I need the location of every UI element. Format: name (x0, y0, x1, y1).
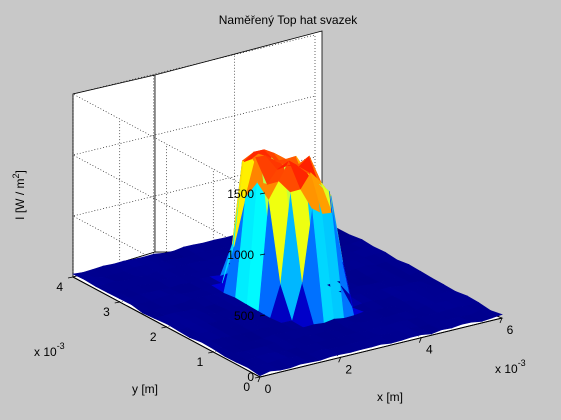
z-tick-label: 500 (234, 309, 254, 323)
z-tick (259, 253, 266, 256)
chart-title: Naměřený Top hat svazek (219, 13, 359, 27)
surface-facet (479, 310, 503, 319)
y-tick (67, 276, 74, 279)
surface-mesh (72, 149, 503, 377)
front-edge-y-axis (72, 276, 261, 378)
y-tick-label: 1 (197, 355, 204, 369)
y-axis-label: y [m] (132, 382, 158, 396)
z-gridline (72, 34, 316, 195)
x-tick (257, 376, 261, 383)
y-tick-label: 4 (56, 280, 63, 294)
x-tick-label: 0 (265, 382, 272, 396)
y-tick (114, 301, 120, 304)
z-gridline (72, 95, 316, 256)
y-tick-label: 0 (243, 380, 250, 394)
x-tick-label: 4 (426, 343, 433, 357)
y-axis-multiplier: x 10-3 (34, 341, 65, 359)
back-wall-left (72, 74, 156, 278)
x-axis-multiplier: x 10-3 (495, 358, 526, 376)
x-tick (338, 357, 342, 363)
x-axis-label: x [m] (377, 390, 403, 404)
y-tick-label: 3 (103, 305, 110, 319)
z-axis-label: I [W / m2] (11, 170, 27, 220)
x-tick-label: 6 (507, 323, 514, 337)
z-tick-label: 0 (247, 370, 254, 384)
tick-labels: 0 500 1000 1500 0 2 4 6 0 1 2 3 4 (56, 187, 513, 396)
z-tick (259, 314, 266, 317)
y-tick (161, 326, 167, 329)
x-tick (499, 317, 503, 324)
y-tick-label: 2 (150, 330, 157, 344)
axis-ticks (67, 192, 503, 383)
y-tick (254, 376, 261, 379)
x-tick (418, 337, 422, 343)
z-tick-label: 1500 (227, 187, 254, 201)
y-tick (208, 351, 214, 354)
x-tick-label: 2 (345, 362, 352, 376)
z-tick (259, 192, 266, 195)
z-tick-label: 1000 (227, 248, 254, 262)
front-edge-x-axis (259, 317, 503, 378)
